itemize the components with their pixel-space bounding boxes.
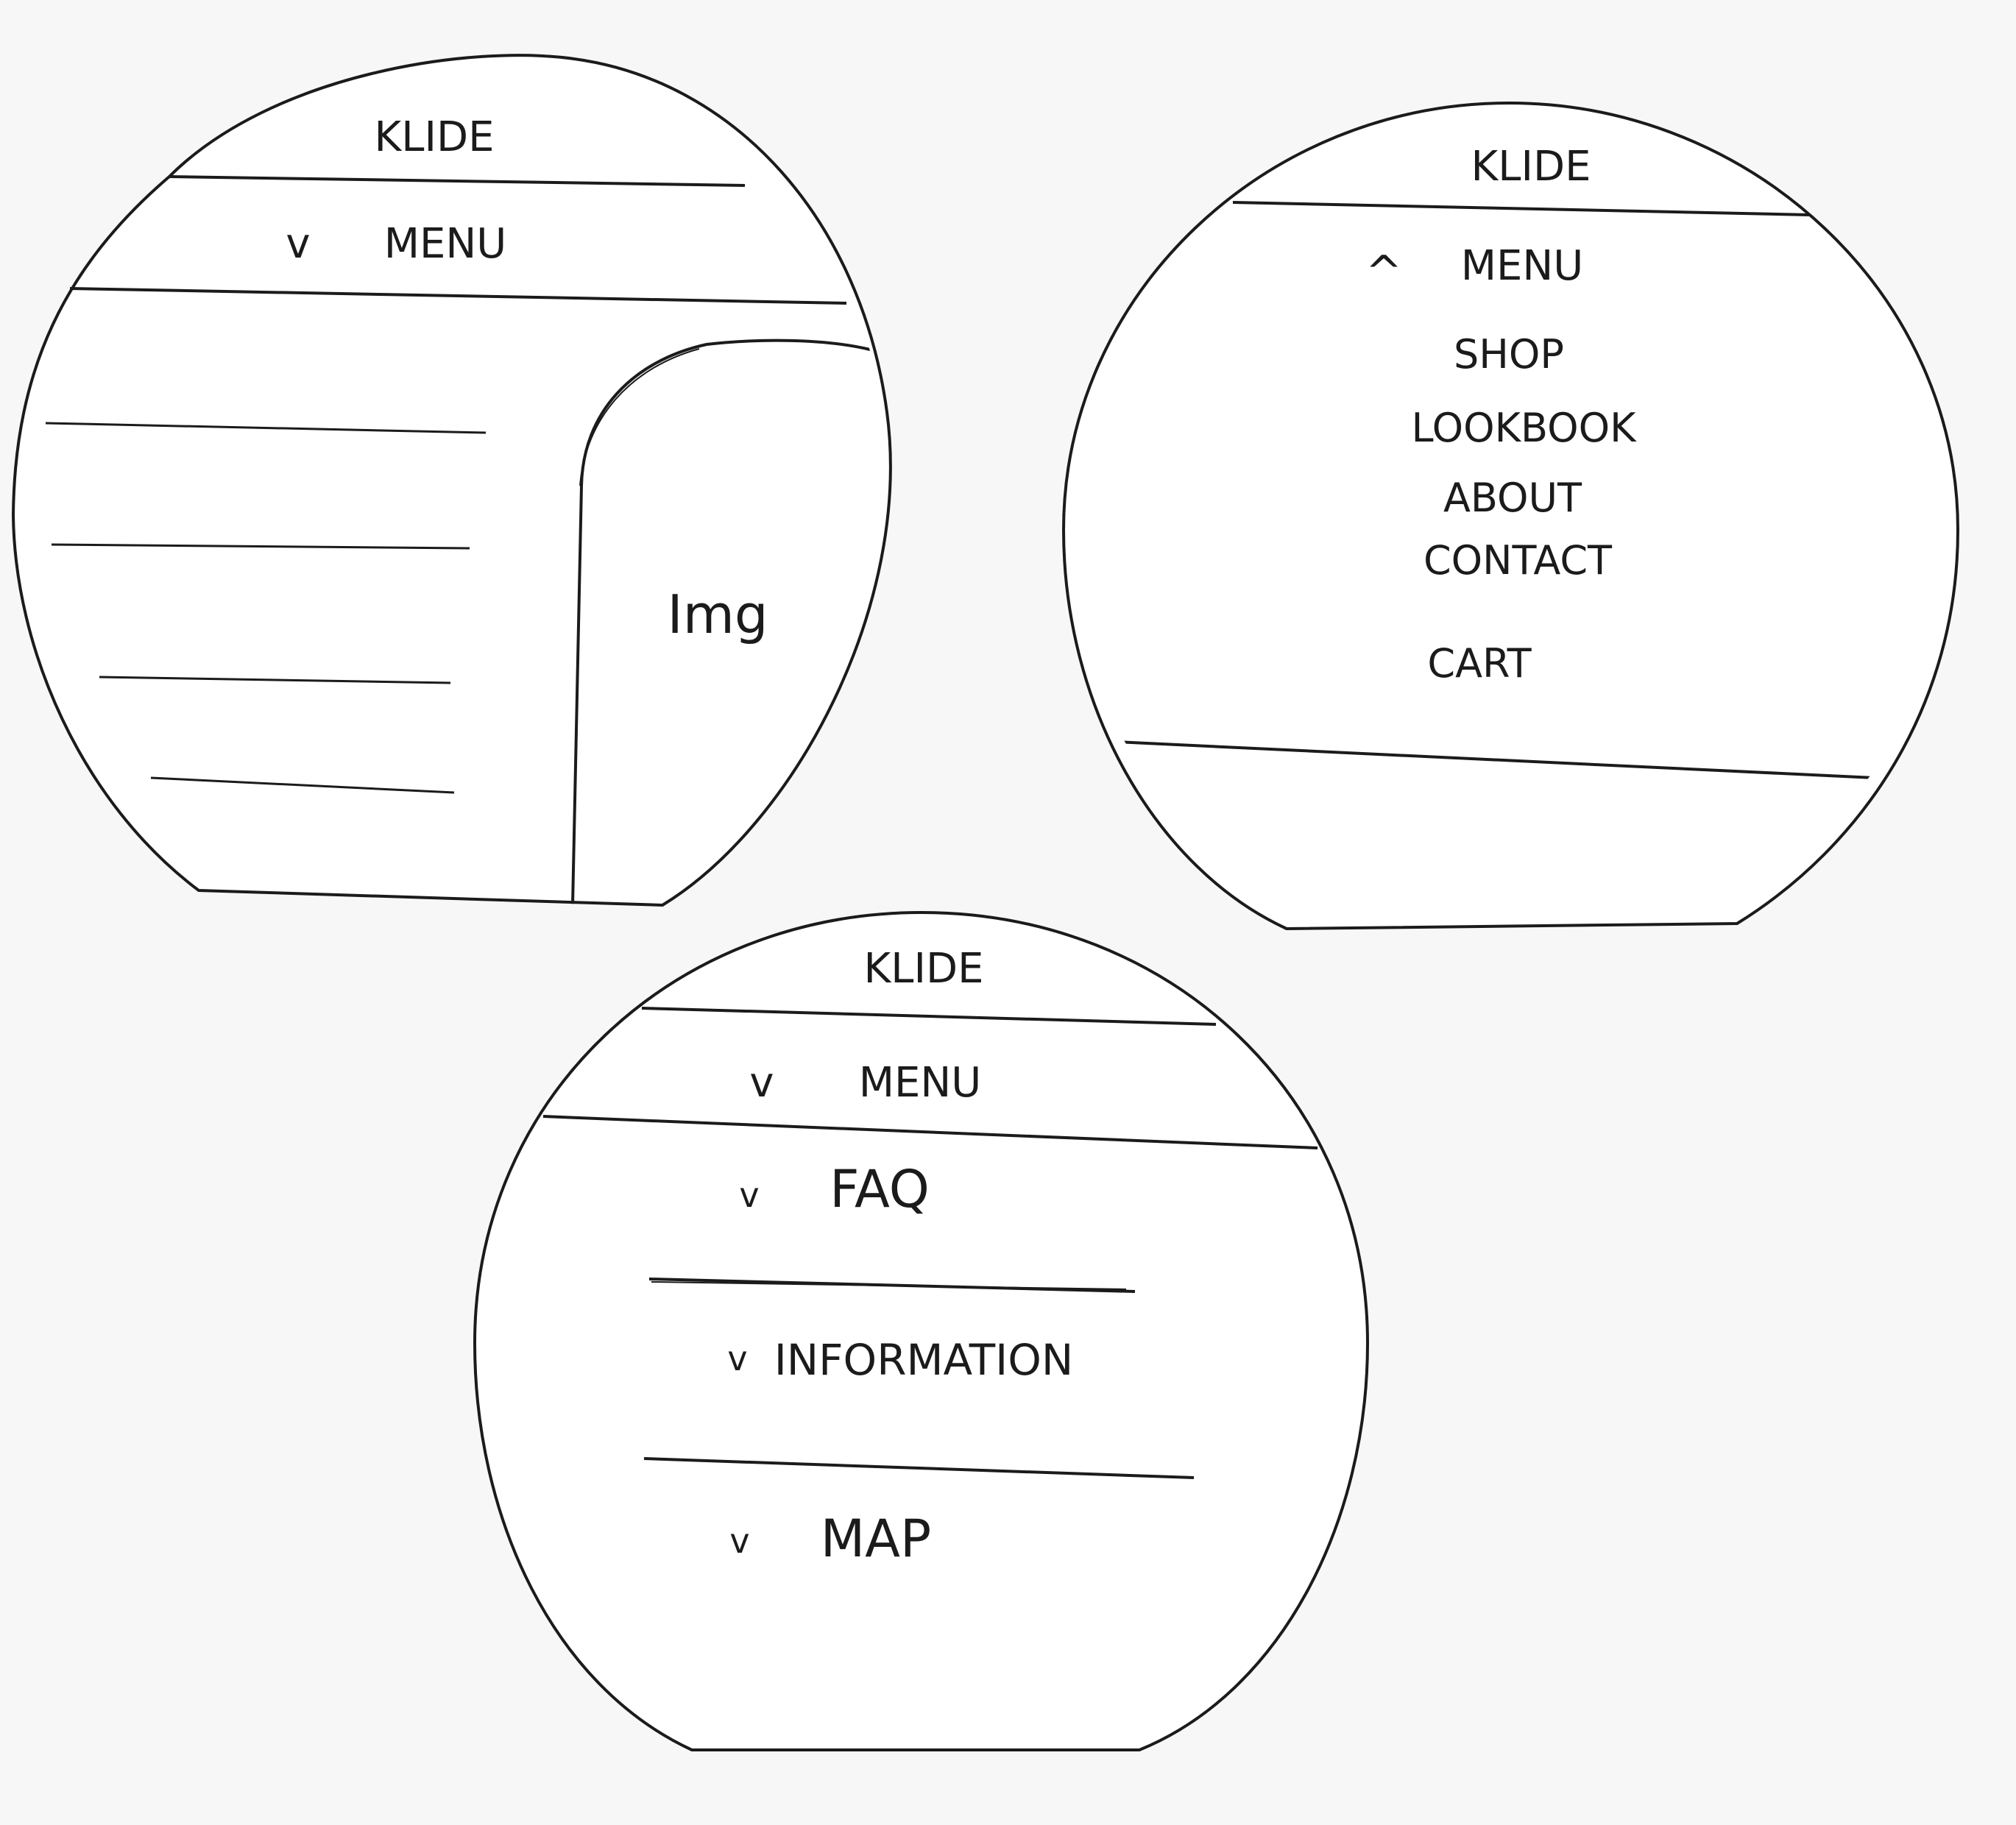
menu-toggle[interactable]: v MENU bbox=[749, 1059, 981, 1107]
chevron-down-icon[interactable]: v bbox=[729, 1521, 749, 1561]
header-divider bbox=[169, 175, 746, 187]
image-placeholder-frame bbox=[571, 339, 871, 906]
accordion-faq[interactable]: v FAQ bbox=[739, 1159, 929, 1219]
nav-item-contact[interactable]: CONTACT bbox=[1423, 537, 1613, 584]
accordion-label[interactable]: MAP bbox=[821, 1509, 932, 1569]
menu-label[interactable]: MENU bbox=[859, 1059, 982, 1107]
brand-logo[interactable]: KLIDE bbox=[864, 945, 984, 993]
header-divider bbox=[1232, 201, 1810, 216]
chevron-down-icon[interactable]: v bbox=[286, 220, 310, 268]
content-line bbox=[150, 776, 455, 794]
accordion-information[interactable]: v INFORMATION bbox=[727, 1335, 1073, 1385]
chevron-down-icon[interactable]: v bbox=[739, 1175, 759, 1215]
mockup-menu-open: KLIDE ^ MENU SHOP LOOKBOOK ABOUT CONTACT… bbox=[1061, 101, 1960, 931]
menu-toggle[interactable]: ^ MENU bbox=[1365, 242, 1583, 298]
accordion-label[interactable]: INFORMATION bbox=[774, 1335, 1074, 1385]
accordion-map[interactable]: v MAP bbox=[729, 1509, 931, 1569]
nav-item-lookbook[interactable]: LOOKBOOK bbox=[1411, 405, 1637, 451]
header-divider bbox=[641, 1007, 1217, 1026]
image-placeholder-label: Img bbox=[667, 584, 768, 645]
mockup-info: KLIDE v MENU v FAQ v INFORMATION v MAP bbox=[473, 910, 1370, 1751]
menu-toggle[interactable]: v MENU bbox=[286, 220, 506, 268]
nav-item-about[interactable]: ABOUT bbox=[1443, 475, 1582, 521]
nav-item-cart[interactable]: CART bbox=[1427, 640, 1532, 687]
chevron-up-icon[interactable]: ^ bbox=[1365, 247, 1402, 298]
brand-logo[interactable]: KLIDE bbox=[375, 113, 495, 161]
accordion-label[interactable]: FAQ bbox=[830, 1159, 930, 1219]
chevron-down-icon[interactable]: v bbox=[727, 1339, 747, 1378]
nav-list: SHOP LOOKBOOK ABOUT CONTACT CART bbox=[1411, 331, 1637, 687]
menu-label[interactable]: MENU bbox=[384, 220, 507, 268]
menu-divider bbox=[69, 287, 847, 305]
chevron-down-icon[interactable]: v bbox=[749, 1059, 774, 1107]
content-line bbox=[45, 422, 487, 434]
mockup-info-outline bbox=[473, 910, 1370, 1751]
accordion-divider bbox=[643, 1457, 1195, 1479]
content-line bbox=[51, 543, 470, 550]
mockup-menu-open-outline bbox=[1061, 101, 1960, 931]
nav-item-shop[interactable]: SHOP bbox=[1454, 331, 1564, 378]
brand-logo[interactable]: KLIDE bbox=[1471, 143, 1591, 191]
mockup-home: KLIDE v MENU Img bbox=[11, 54, 892, 907]
footer-divider bbox=[1114, 740, 1891, 780]
content-line bbox=[99, 676, 451, 684]
mockup-home-outline bbox=[11, 54, 892, 907]
menu-label[interactable]: MENU bbox=[1461, 242, 1584, 290]
menu-divider bbox=[542, 1115, 1318, 1149]
